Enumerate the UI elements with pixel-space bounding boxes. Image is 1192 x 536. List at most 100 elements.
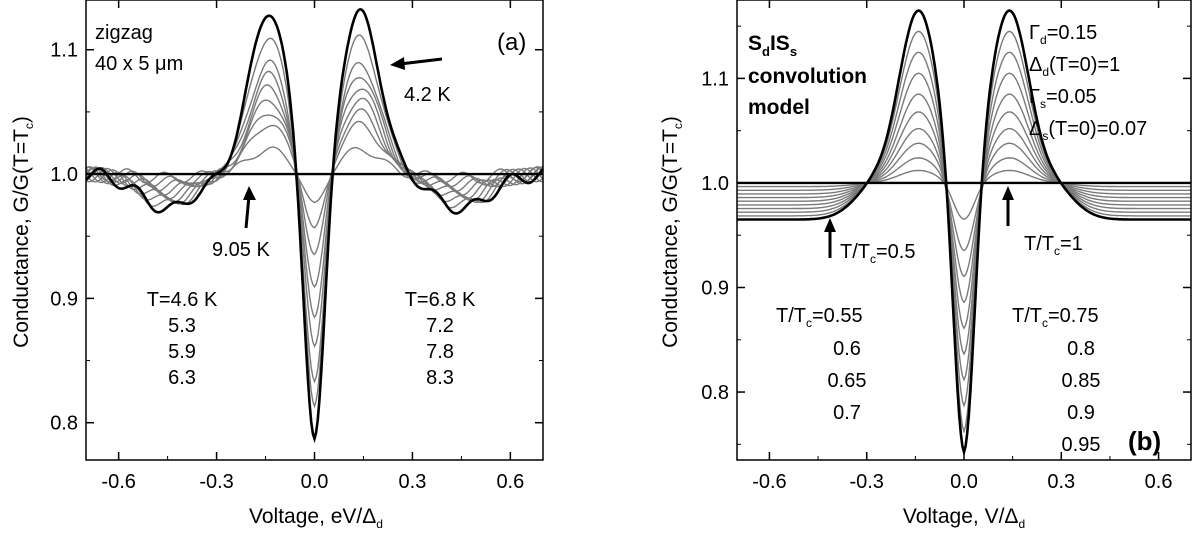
ratio-left-2: 0.65 — [828, 370, 867, 392]
model-params: Γd=0.15 Δd(T=0)=1 Γs =0.05 Δs(T=0)=0.07 — [1029, 22, 1147, 143]
temps-right: T=6.8 K 7.2 7.8 8.3 — [405, 289, 476, 389]
panel-a-xlabel-text: Voltage, eV/ — [249, 505, 362, 528]
x-tick-label-0: -0.6 — [101, 471, 135, 493]
x-tick-label-3: 0.3 — [399, 471, 427, 493]
y-tick-label-2: 1.0 — [701, 173, 729, 195]
param-delta-s-rest: (T=0)=0.07 — [1048, 118, 1147, 140]
temp-right-1: 7.2 — [426, 315, 454, 337]
arrow-9-05K — [244, 195, 251, 229]
panel-a: -0.6 -0.3 0.0 0.3 0.6 0.8 0.9 1.0 1.1 (a) zigzag… — [10, 0, 544, 531]
param-delta-d-sym: Δ — [1029, 54, 1042, 76]
temp-right-0: T=6.8 K — [405, 289, 476, 311]
ratio-right-head-val: =0.75 — [1048, 305, 1099, 327]
param-gamma-s-sym: Γ — [1029, 86, 1040, 108]
panel-b-xlabel-sub: d — [1018, 517, 1025, 531]
ratio-right-head: T/Tc=0.75 — [1012, 305, 1099, 330]
arrow-label-t1-head: T/T — [1024, 233, 1054, 255]
series-curve-7 — [737, 142, 1191, 278]
ratio-right-3: 0.9 — [1067, 402, 1095, 424]
temps-left: T=4.6 K 5.3 5.9 6.3 — [147, 289, 218, 389]
y-tick-label-3: 1.1 — [50, 40, 78, 62]
arrow-t05-head — [824, 218, 836, 232]
sample-size-text: 40 x 5 — [95, 53, 155, 75]
panel-a-ticks: -0.6 -0.3 0.0 0.3 0.6 0.8 0.9 1.0 1.1 — [50, 0, 543, 493]
panel-b-xlabel: Voltage, V/Δd — [903, 505, 1025, 531]
panel-a-ylabel: Conductance, G/G(T=Tc) — [10, 116, 36, 348]
model-IS: IS — [770, 32, 790, 55]
param-delta-s-sub: s — [1042, 129, 1048, 143]
arrow-t1-head — [1002, 186, 1014, 200]
arrow-label-4-2K: 4.2 K — [404, 84, 451, 106]
arrow-4-2K — [399, 57, 443, 66]
arrow-label-t05-val: =0.5 — [876, 241, 915, 263]
arrow-label-t05-head: T/T — [840, 241, 870, 263]
x-tick-label-2: 0.0 — [950, 471, 978, 493]
model-d-sub: d — [762, 44, 770, 59]
param-gamma-s-rest: =0.05 — [1046, 86, 1097, 108]
series-curve-6 — [85, 108, 544, 256]
series-curve-4 — [737, 93, 1191, 356]
arrow-label-9-05K: 9.05 K — [212, 239, 270, 261]
param-gamma-d: Γd=0.15 — [1029, 22, 1097, 47]
temp-left-3: 6.3 — [168, 367, 196, 389]
panel-a-curves — [85, 7, 544, 444]
series-curve-3 — [737, 72, 1191, 382]
series-curve-5 — [737, 111, 1191, 330]
series-curve-1 — [737, 30, 1191, 434]
x-tick-label-3: 0.3 — [1047, 471, 1075, 493]
ratios-left: T/Tc=0.55 0.6 0.65 0.7 — [776, 305, 866, 424]
model-title-line1: SdISs — [748, 32, 797, 59]
param-gamma-d-sub: d — [1040, 33, 1047, 47]
model-title-line3: model — [748, 96, 810, 119]
param-delta-d-sub: d — [1042, 65, 1049, 79]
y-tick-label-1: 0.9 — [701, 278, 729, 300]
ratio-right-head-text: T/T — [1012, 305, 1042, 327]
panel-b-ylabel: Conductance, G/G(T=Tc) — [659, 116, 685, 348]
sample-size-unit: m — [167, 53, 184, 75]
panel-a-ylabel-text: Conductance, G/G(T=T — [10, 129, 33, 348]
series-curve-9 — [737, 169, 1191, 221]
param-delta-d-rest: (T=0)=1 — [1049, 54, 1120, 76]
arrow-label-t05: T/Tc=0.5 — [840, 241, 915, 266]
panel-a-xlabel: Voltage, eV/Δd — [249, 505, 383, 531]
temp-right-2: 7.8 — [426, 341, 454, 363]
param-delta-s-sym: Δ — [1029, 118, 1042, 140]
ratio-left-head-sub: c — [806, 316, 812, 330]
series-curve-5 — [85, 97, 544, 289]
arrow-label-t1-sub: c — [1054, 244, 1060, 258]
param-delta-d: Δd(T=0)=1 — [1029, 54, 1120, 79]
arrow-label-t05-sub: c — [870, 252, 876, 266]
series-curve-8 — [737, 157, 1191, 252]
series-curve-6 — [737, 127, 1191, 304]
panel-b-ticks: -0.6 -0.3 0.0 0.3 0.6 0.8 0.9 1.0 1.1 — [701, 0, 1191, 493]
x-tick-label-4: 0.6 — [496, 471, 524, 493]
sample-size-label: 40 x 5 μm — [95, 53, 183, 75]
ratio-left-head-text: T/T — [776, 305, 806, 327]
panel-b-ylabel-sub: c — [671, 123, 685, 129]
panel-b: -0.6 -0.3 0.0 0.3 0.60.80.91.01.1 (b) SdISs … — [659, 0, 1192, 531]
x-tick-label-4: 0.6 — [1145, 471, 1173, 493]
series-curve-0 — [85, 7, 544, 444]
y-tick-label-3: 1.1 — [701, 68, 729, 90]
y-tick-label-0: 0.8 — [50, 413, 78, 435]
param-delta-s: Δs(T=0)=0.07 — [1029, 118, 1147, 143]
temp-right-3: 8.3 — [426, 367, 454, 389]
series-curve-2 — [85, 59, 544, 384]
x-tick-label-1: -0.3 — [199, 471, 233, 493]
series-curve-2 — [737, 51, 1191, 408]
ratios-right: T/Tc=0.75 0.8 0.85 0.9 0.95 — [1012, 305, 1100, 456]
panel-b-ylabel-close: ) — [659, 116, 682, 123]
panel-b-xlabel-symbol: Δ — [1004, 505, 1018, 528]
param-gamma-d-rest: =0.15 — [1047, 22, 1098, 44]
x-tick-label-0: -0.6 — [752, 471, 786, 493]
arrow-label-t1-val: =1 — [1060, 233, 1083, 255]
x-tick-label-2: 0.0 — [301, 471, 329, 493]
ratio-left-head-val: =0.55 — [812, 305, 863, 327]
ratio-right-1: 0.8 — [1067, 338, 1095, 360]
panel-a-xlabel-sub: d — [376, 517, 383, 531]
series-curve-1 — [85, 34, 544, 409]
temp-left-1: 5.3 — [168, 315, 196, 337]
panel-b-ylabel-text: Conductance, G/G(T=T — [659, 129, 682, 348]
model-title-line2: convolution — [748, 65, 867, 88]
